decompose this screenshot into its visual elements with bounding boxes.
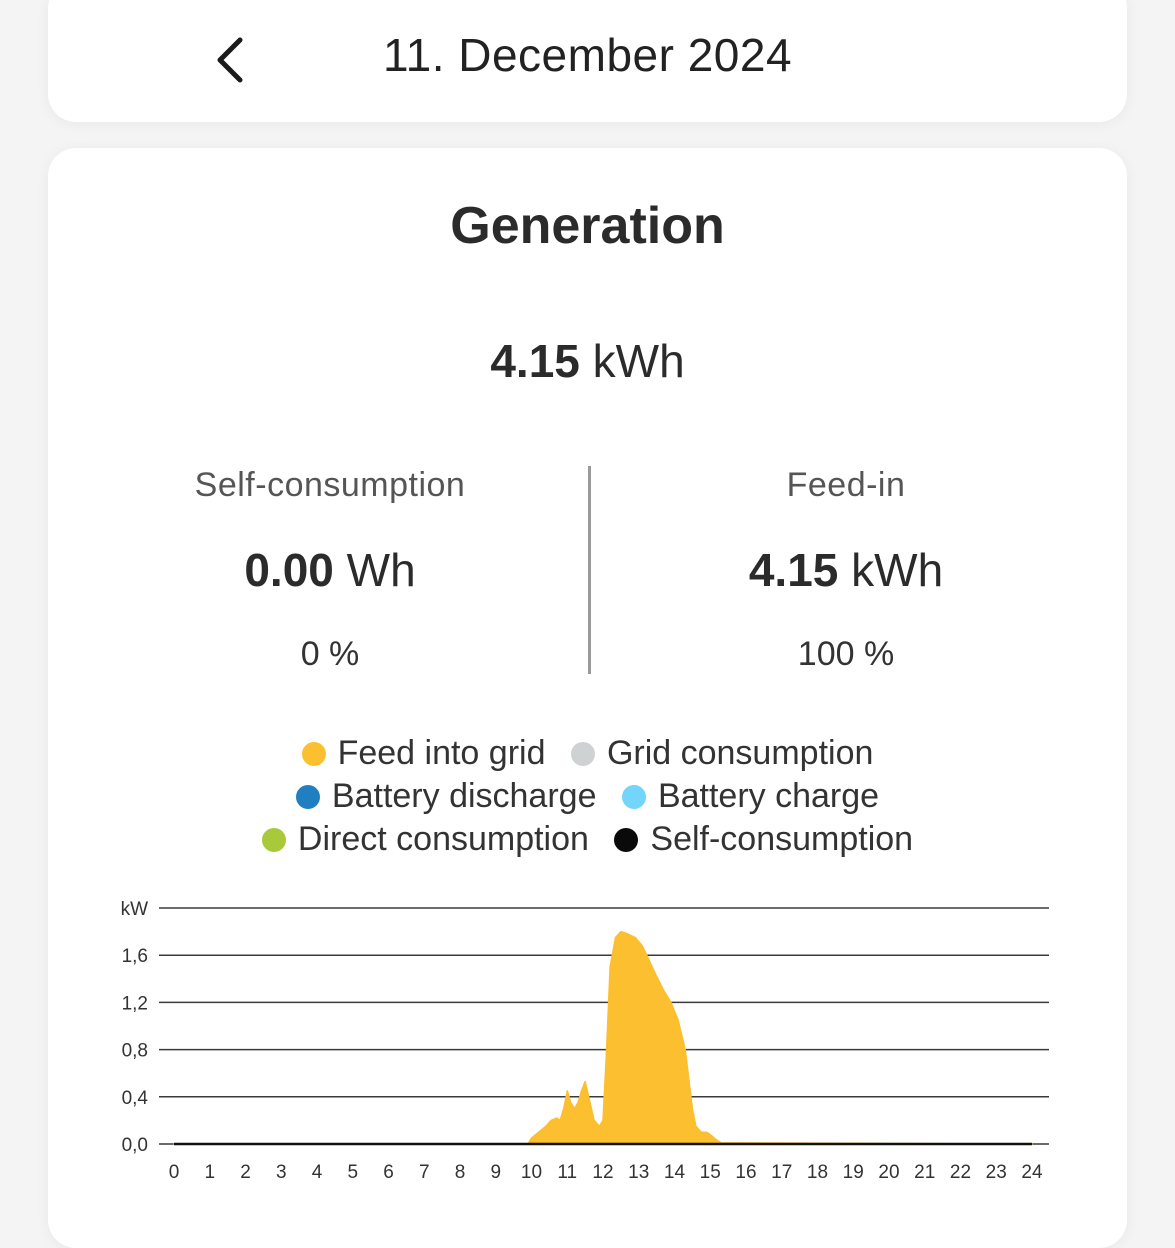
x-tick-label: 11 (557, 1162, 577, 1183)
x-tick-label: 18 (807, 1162, 828, 1183)
x-tick-label: 16 (735, 1162, 756, 1183)
header-card: 11. December 2024 (48, 0, 1127, 122)
y-axis-unit-label: kW (121, 899, 149, 920)
generation-title: Generation (450, 197, 725, 255)
y-tick-label: 1,6 (122, 946, 148, 967)
legend-dot-icon (301, 742, 326, 766)
x-tick-label: 1 (204, 1162, 215, 1183)
date-title: 11. December 2024 (382, 29, 793, 81)
x-tick-label: 0 (169, 1162, 180, 1183)
legend-item-feed-into-grid[interactable]: Feed into grid (301, 732, 546, 775)
legend-item-battery-charge[interactable]: Battery charge (621, 775, 880, 818)
self-consumption-unit: Wh (346, 544, 416, 596)
generation-total-value: 4.15 (490, 335, 580, 387)
x-tick-label: 10 (521, 1162, 542, 1183)
x-tick-label: 12 (592, 1162, 613, 1183)
legend-label: Feed into grid (337, 734, 546, 772)
legend-label: Direct consumption (297, 820, 589, 858)
x-tick-label: 17 (771, 1162, 792, 1183)
x-tick-label: 19 (843, 1162, 864, 1183)
x-tick-label: 5 (347, 1162, 358, 1183)
legend-label: Battery discharge (331, 777, 597, 815)
self-consumption-percent: 0 % (300, 635, 360, 673)
x-tick-label: 22 (950, 1162, 971, 1183)
generation-card: Generation 4.15 kWh Self-consumption 0.0… (48, 148, 1127, 1248)
legend-item-grid-consumption[interactable]: Grid consumption (570, 732, 874, 775)
x-tick-label: 15 (700, 1162, 721, 1183)
x-tick-label: 3 (276, 1162, 287, 1183)
legend-label: Grid consumption (606, 734, 874, 772)
x-tick-label: 14 (664, 1162, 686, 1183)
x-tick-label: 8 (455, 1162, 466, 1183)
self-consumption-label: Self-consumption (194, 466, 466, 504)
chart-legend: Feed into grid Grid consumption Battery … (48, 732, 1127, 861)
generation-total-unit: kWh (592, 335, 685, 387)
feed-in-value: 4.15 (748, 544, 839, 596)
legend-item-direct-consumption[interactable]: Direct consumption (261, 818, 589, 861)
feed-in-column: Feed-in 4.15 kWh 100 % (626, 466, 1066, 674)
feed-in-percent: 100 % (797, 635, 895, 673)
x-tick-label: 2 (240, 1162, 251, 1183)
x-tick-label: 4 (312, 1162, 323, 1183)
x-tick-label: 24 (1021, 1162, 1043, 1183)
y-tick-label: 0,0 (122, 1135, 148, 1156)
legend-label: Battery charge (657, 777, 880, 815)
legend-row: Direct consumption Self-consumption (48, 818, 1127, 861)
generation-total: 4.15 kWh (48, 334, 1127, 388)
y-tick-label: 0,8 (122, 1041, 148, 1062)
chevron-left-icon (217, 37, 243, 83)
legend-dot-icon (570, 742, 595, 766)
self-consumption-value-row: 0.00 Wh (110, 543, 550, 597)
self-consumption-value: 0.00 (244, 544, 334, 596)
legend-dot-icon (621, 785, 646, 809)
back-button[interactable] (202, 24, 258, 96)
x-tick-label: 9 (490, 1162, 501, 1183)
feed-in-unit: kWh (851, 544, 944, 596)
legend-row: Battery discharge Battery charge (48, 775, 1127, 818)
series-area-feed-into-grid (173, 930, 1033, 1145)
legend-dot-icon (295, 785, 320, 809)
x-tick-label: 13 (628, 1162, 649, 1183)
legend-dot-icon (614, 828, 639, 852)
legend-item-self-consumption[interactable]: Self-consumption (614, 818, 913, 861)
legend-row: Feed into grid Grid consumption (48, 732, 1127, 775)
self-consumption-column: Self-consumption 0.00 Wh 0 % (110, 466, 550, 674)
legend-dot-icon (261, 828, 286, 852)
x-tick-label: 21 (914, 1162, 935, 1183)
generation-chart[interactable]: kW0,00,40,81,21,60 1 2 3 4 5 6 7 8 9 10 11 12 13 14 15 1… (48, 148, 1127, 1200)
column-divider (588, 466, 591, 674)
feed-in-value-row: 4.15 kWh (626, 543, 1066, 597)
x-tick-label: 6 (383, 1162, 394, 1183)
x-tick-label: 7 (419, 1162, 430, 1183)
y-tick-label: 1,2 (122, 993, 148, 1014)
y-tick-label: 0,4 (122, 1088, 149, 1109)
legend-label: Self-consumption (650, 820, 914, 858)
x-tick-label: 20 (878, 1162, 899, 1183)
feed-in-label: Feed-in (786, 466, 906, 504)
x-tick-label: 23 (986, 1162, 1007, 1183)
legend-item-battery-discharge[interactable]: Battery discharge (295, 775, 597, 818)
